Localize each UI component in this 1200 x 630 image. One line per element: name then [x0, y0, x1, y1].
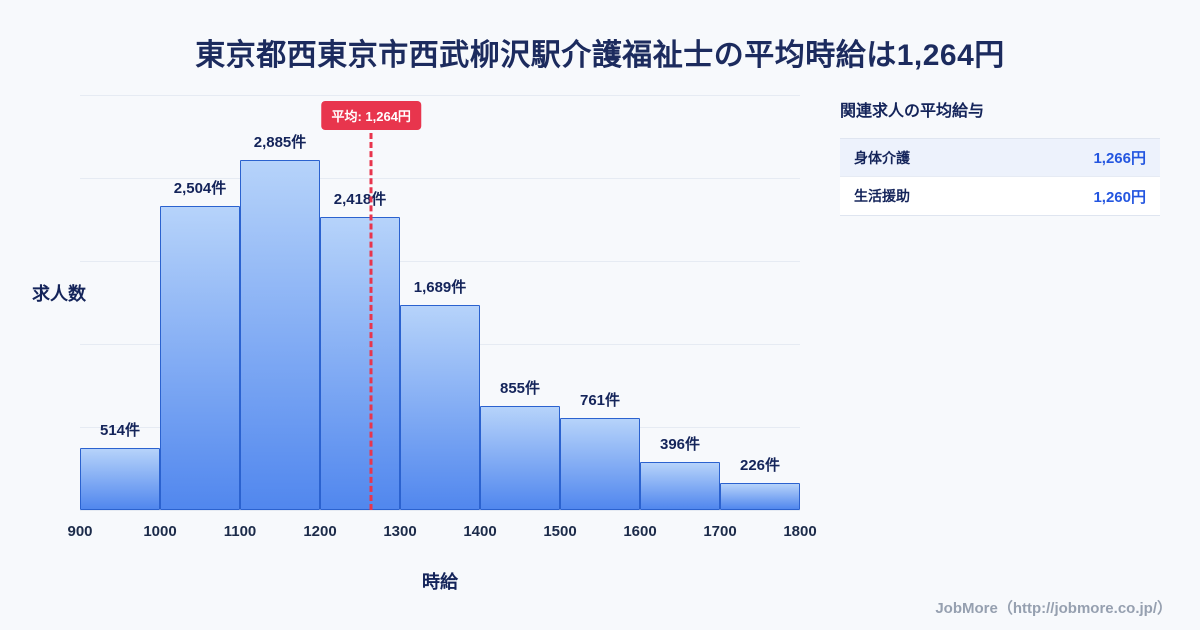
bar-value-label: 514件 — [99, 422, 141, 439]
x-tick-label: 1100 — [223, 523, 257, 540]
average-line — [369, 133, 373, 510]
gridline — [80, 261, 800, 262]
job-wage-value: 1,266円 — [1093, 150, 1146, 167]
bar-value-label: 226件 — [739, 457, 781, 474]
histogram-bar — [80, 448, 160, 510]
histogram-bar — [720, 483, 800, 510]
bar-value-label: 761件 — [579, 392, 621, 409]
y-axis-label: 求人数 — [32, 284, 86, 304]
histogram-bar — [320, 217, 400, 510]
histogram-bar — [480, 406, 560, 510]
histogram-bar — [640, 462, 720, 510]
job-wage-value: 1,260円 — [1093, 188, 1146, 206]
related-jobs-table: 身体介護 1,266円 生活援助 1,260円 — [840, 138, 1160, 216]
x-tick-label: 900 — [67, 523, 93, 540]
page-title: 東京都西東京市西武柳沢駅介護福祉士の平均時給は1,264円 — [195, 39, 1005, 72]
gridline — [80, 95, 800, 96]
histogram-bar — [160, 206, 240, 510]
x-axis-label: 時給 — [422, 572, 458, 592]
bar-value-label: 2,504件 — [173, 180, 227, 197]
bar-value-label: 396件 — [659, 436, 701, 453]
gridline — [80, 178, 800, 179]
histogram-bar — [400, 305, 480, 510]
bar-value-label: 2,418件 — [333, 191, 387, 208]
job-type-label: 身体介護 — [854, 149, 910, 166]
histogram-bar — [560, 418, 640, 510]
gridline — [80, 510, 800, 511]
bar-value-label: 1,689件 — [413, 279, 467, 296]
histogram-bar — [240, 160, 320, 510]
bar-value-label: 2,885件 — [253, 134, 307, 151]
footer-credit: JobMore（http://jobmore.co.jp/） — [935, 600, 1172, 617]
x-tick-label: 1800 — [783, 523, 817, 540]
x-tick-label: 1400 — [463, 523, 497, 540]
side-panel-heading: 関連求人の平均給与 — [840, 103, 985, 120]
x-tick-label: 1300 — [383, 523, 417, 540]
x-tick-label: 1600 — [623, 523, 657, 540]
average-badge: 平均: 1,264円 — [321, 101, 421, 130]
chart-plot: 514件 2,504件 2,885件 2,418件 1,689件 855件 761件 396件… — [67, 95, 817, 540]
x-tick-label: 1200 — [303, 523, 337, 540]
job-type-label: 生活援助 — [854, 188, 910, 204]
bar-value-label: 855件 — [499, 380, 541, 397]
table-row: 身体介護 1,266円 — [840, 139, 1160, 177]
x-tick-label: 1000 — [143, 523, 177, 540]
table-row: 生活援助 1,260円 — [840, 177, 1160, 215]
x-tick-label: 1500 — [543, 523, 577, 540]
x-tick-label: 1700 — [703, 523, 737, 540]
